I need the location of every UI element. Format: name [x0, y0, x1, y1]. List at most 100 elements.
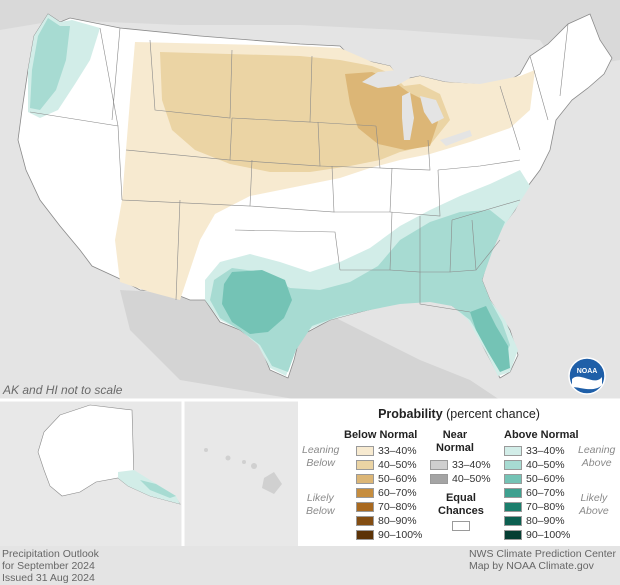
- below-normal-swatch: [356, 474, 374, 484]
- likely-below-label-1: Likely: [306, 492, 334, 504]
- leaning-below-label-2: Below: [306, 457, 335, 469]
- below-50-60-region: [345, 72, 438, 150]
- canada-landmass: [0, 0, 620, 70]
- near-normal-heading: Near Normal: [436, 429, 474, 455]
- below-normal-row: 50–60%: [356, 473, 417, 485]
- below-normal-swatch: [356, 446, 374, 456]
- footer-product: Precipitation Outlook: [2, 548, 99, 560]
- below-normal-swatch: [356, 530, 374, 540]
- above-40-50-southeast: [210, 210, 510, 372]
- below-normal-label: 50–60%: [378, 473, 417, 485]
- above-normal-swatch: [504, 460, 522, 470]
- equal-chances-heading-1: Equal: [445, 492, 476, 504]
- above-50-60-texas: [222, 270, 292, 334]
- leaning-above-label: Leaning Above: [578, 444, 615, 470]
- above-normal-label: 33–40%: [526, 445, 565, 457]
- footer-credit: Map by NOAA Climate.gov: [468, 560, 594, 572]
- noaa-logo: NOAA: [568, 357, 606, 395]
- below-normal-row: 33–40%: [356, 445, 417, 457]
- above-normal-row: 60–70%: [504, 487, 565, 499]
- lake-michigan: [402, 92, 414, 140]
- near-normal-label: 33–40%: [452, 459, 491, 471]
- above-normal-swatch: [504, 474, 522, 484]
- below-normal-label: 33–40%: [378, 445, 417, 457]
- hawaii-islands: [204, 448, 282, 494]
- above-normal-row: 70–80%: [504, 501, 565, 513]
- above-normal-label: 50–60%: [526, 473, 565, 485]
- above-normal-label: 40–50%: [526, 459, 565, 471]
- alaska-above-40-50: [140, 480, 176, 498]
- legend-title-rest: (percent chance): [442, 407, 540, 421]
- footer-right: NWS Climate Prediction Center Map by NOA…: [469, 548, 616, 572]
- above-normal-label: 70–80%: [526, 501, 565, 513]
- leaning-above-label-1: Leaning: [578, 444, 616, 456]
- above-normal-heading: Above Normal: [504, 429, 579, 441]
- leaning-below-label-1: Leaning: [302, 444, 340, 456]
- equal-chances-heading-2: Chances: [438, 505, 484, 517]
- likely-above-label-1: Likely: [580, 492, 608, 504]
- below-normal-label: 90–100%: [378, 529, 423, 541]
- above-40-50-northwest: [30, 18, 70, 110]
- noaa-logo-text: NOAA: [577, 368, 598, 375]
- equal-chances-swatch: [452, 521, 470, 531]
- lake-erie: [440, 130, 472, 146]
- legend-panel: Probability (percent chance) Below Norma…: [298, 401, 620, 546]
- above-normal-row: 40–50%: [504, 459, 565, 471]
- above-normal-label: 90–100%: [526, 529, 571, 541]
- near-normal-label: 40–50%: [452, 473, 491, 485]
- near-normal-row: 33–40%: [430, 459, 491, 471]
- inset-area: [0, 400, 298, 546]
- state-boundaries: [29, 23, 569, 313]
- below-normal-heading: Below Normal: [344, 429, 418, 441]
- above-normal-swatch: [504, 516, 522, 526]
- footer-issued: Issued 31 Aug 2024: [2, 572, 95, 584]
- near-normal-heading-2: Normal: [436, 442, 474, 454]
- below-normal-label: 70–80%: [378, 501, 417, 513]
- below-normal-label: 80–90%: [378, 515, 417, 527]
- below-normal-row: 70–80%: [356, 501, 417, 513]
- likely-below-label-2: Below: [306, 505, 335, 517]
- footer-source: NWS Climate Prediction Center: [468, 548, 616, 560]
- below-normal-row: 40–50%: [356, 459, 417, 471]
- below-normal-swatch: [356, 460, 374, 470]
- below-normal-label: 40–50%: [378, 459, 417, 471]
- legend-title-bold: Probability: [378, 407, 443, 421]
- above-normal-swatch: [504, 530, 522, 540]
- near-normal-swatch: [430, 460, 448, 470]
- below-normal-label: 60–70%: [378, 487, 417, 499]
- near-normal-swatch: [430, 474, 448, 484]
- below-normal-row: 60–70%: [356, 487, 417, 499]
- below-normal-row: 90–100%: [356, 529, 422, 541]
- above-normal-swatch: [504, 502, 522, 512]
- equal-chances-heading: Equal Chances: [438, 492, 484, 518]
- legend-title: Probability (percent chance): [298, 407, 620, 421]
- likely-below-label: Likely Below: [306, 492, 335, 518]
- below-normal-swatch: [356, 488, 374, 498]
- above-50-60-florida: [470, 306, 510, 372]
- above-normal-row: 80–90%: [504, 515, 565, 527]
- above-normal-row: 50–60%: [504, 473, 565, 485]
- above-normal-row: 33–40%: [504, 445, 565, 457]
- likely-above-label-2: Above: [579, 505, 609, 517]
- leaning-below-label: Leaning Below: [302, 444, 339, 470]
- near-normal-row: 40–50%: [430, 473, 491, 485]
- below-normal-swatch: [356, 516, 374, 526]
- above-normal-row: 90–100%: [504, 529, 570, 541]
- lake-superior: [362, 70, 410, 88]
- near-normal-heading-1: Near: [442, 429, 468, 441]
- likely-above-label: Likely Above: [579, 492, 609, 518]
- above-normal-swatch: [504, 446, 522, 456]
- below-normal-swatch: [356, 502, 374, 512]
- footer-period: for September 2024: [2, 560, 95, 572]
- above-normal-label: 80–90%: [526, 515, 565, 527]
- above-normal-swatch: [504, 488, 522, 498]
- leaning-above-label-2: Above: [581, 457, 612, 469]
- below-normal-row: 80–90%: [356, 515, 417, 527]
- lake-huron: [420, 96, 444, 124]
- footer-left: Precipitation Outlook for September 2024…: [2, 548, 99, 584]
- above-normal-label: 60–70%: [526, 487, 565, 499]
- scale-note: AK and HI not to scale: [3, 383, 123, 397]
- mexico-landmass: [120, 290, 500, 400]
